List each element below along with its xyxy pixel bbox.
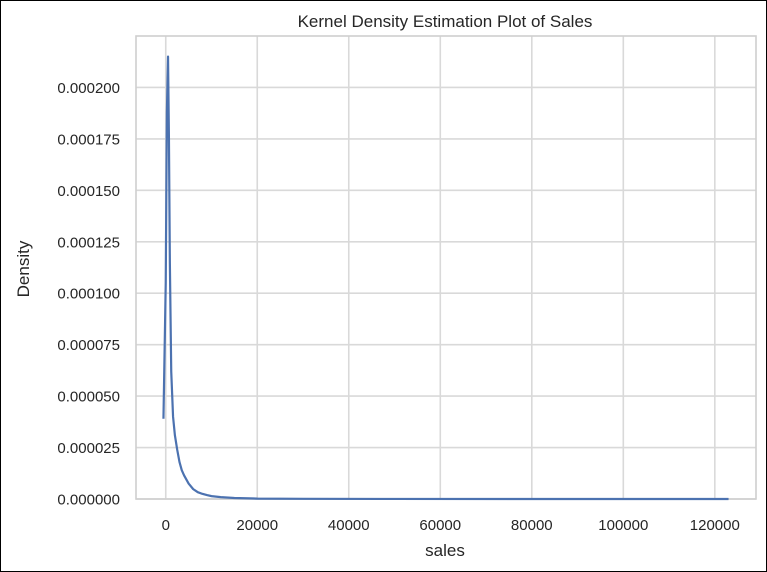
- x-tick-labels: 0 20000 40000 60000 80000 100000 120000: [162, 517, 740, 534]
- x-axis-label: sales: [425, 541, 465, 560]
- y-tick-label: 0.000200: [57, 80, 120, 97]
- x-tick-label: 80000: [511, 517, 553, 534]
- grid: [136, 36, 756, 500]
- x-tick-label: 40000: [328, 517, 370, 534]
- x-tick-label: 0: [162, 517, 170, 534]
- y-tick-label: 0.000075: [57, 337, 120, 354]
- y-tick-label: 0.000050: [57, 389, 120, 406]
- y-tick-label: 0.000150: [57, 183, 120, 200]
- x-tick-label: 60000: [419, 517, 461, 534]
- chart-title: Kernel Density Estimation Plot of Sales: [298, 12, 593, 31]
- plot-area: [136, 36, 756, 499]
- y-tick-label: 0.000000: [57, 492, 120, 509]
- x-tick-label: 20000: [236, 517, 278, 534]
- density-line: [162, 55, 729, 501]
- x-tick-label: 100000: [598, 517, 648, 534]
- y-axis-label: Density: [14, 240, 33, 297]
- y-tick-label: 0.000100: [57, 286, 120, 303]
- x-tick-label: 120000: [690, 517, 740, 534]
- y-tick-labels: 0.000000 0.000025 0.000050 0.000075 0.000100…: [57, 80, 120, 509]
- y-tick-label: 0.000025: [57, 440, 120, 457]
- y-tick-label: 0.000125: [57, 234, 120, 251]
- y-tick-label: 0.000175: [57, 131, 120, 148]
- series-layer: [162, 55, 729, 501]
